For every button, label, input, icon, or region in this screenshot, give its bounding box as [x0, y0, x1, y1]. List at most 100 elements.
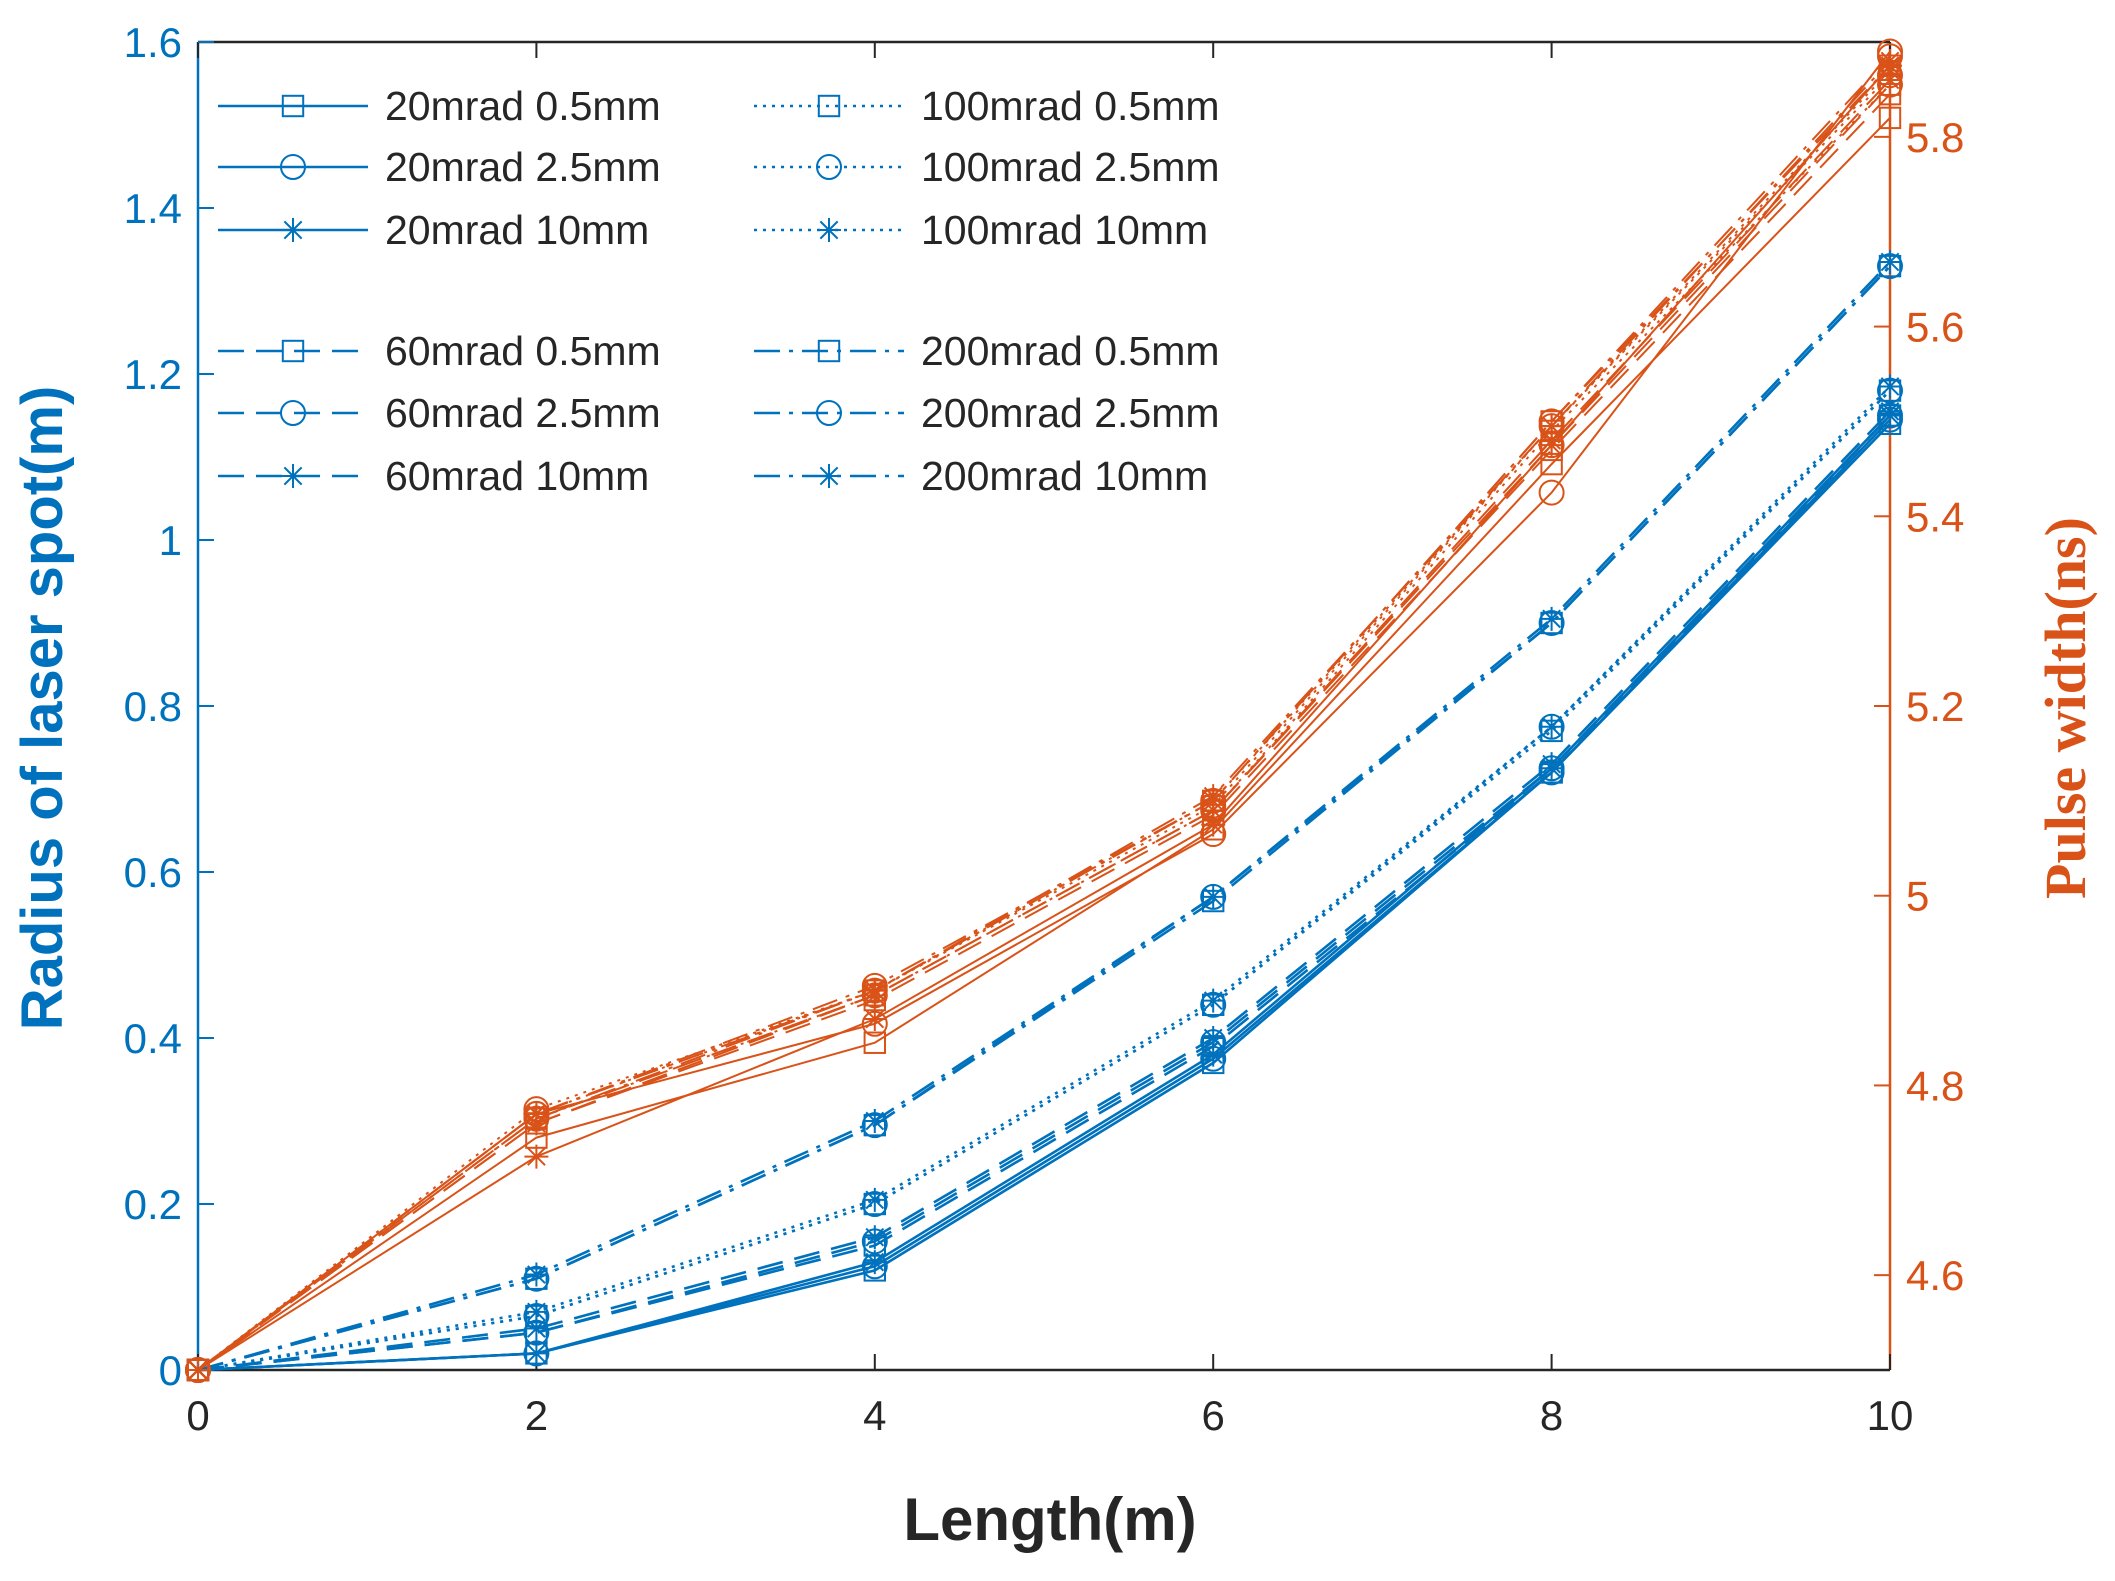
legend-label: 200mrad 2.5mm — [921, 390, 1220, 436]
x-tick-label: 6 — [1202, 1392, 1225, 1439]
legend-marker — [281, 218, 305, 242]
legend-label: 60mrad 0.5mm — [385, 328, 661, 374]
legend: 20mrad 0.5mm 20mrad 2.5mm 20mrad 10mm 100mr… — [218, 83, 1220, 499]
data-point-marker — [1878, 399, 1902, 424]
data-point-marker — [524, 1144, 549, 1169]
left-y-tick-label: 1.2 — [124, 351, 182, 398]
left-y-tick-label: 0.2 — [124, 1181, 182, 1228]
legend-label: 200mrad 0.5mm — [921, 328, 1220, 374]
legend-label: 60mrad 10mm — [385, 453, 649, 499]
left-y-tick-label: 0 — [159, 1347, 182, 1394]
series-line — [197, 261, 1891, 1372]
data-point-marker — [524, 1262, 549, 1287]
series-line — [197, 65, 1891, 1371]
data-point-marker — [1539, 714, 1564, 739]
legend-entry: 100mrad 0.5mm — [754, 83, 1220, 129]
right-y-tick-label: 5 — [1906, 873, 1929, 920]
data-point-marker — [1201, 784, 1226, 809]
series-radius-8 — [186, 399, 1902, 1382]
data-point-marker — [1201, 1026, 1226, 1050]
legend-entry: 20mrad 10mm — [218, 207, 649, 253]
legend-marker — [816, 154, 842, 180]
data-point-marker — [1539, 428, 1564, 453]
series-line — [197, 410, 1891, 1372]
legend-entry: 100mrad 10mm — [754, 207, 1208, 253]
data-point-marker — [862, 1109, 887, 1133]
data-point-marker — [1539, 606, 1564, 631]
legend-label: 100mrad 0.5mm — [921, 83, 1220, 129]
legend-marker — [817, 464, 841, 488]
series-line — [197, 265, 1891, 1372]
series-group — [185, 38, 1903, 1383]
legend-entry: 100mrad 2.5mm — [754, 144, 1220, 190]
legend-marker — [280, 400, 306, 426]
legend-label: 100mrad 2.5mm — [921, 144, 1220, 190]
x-tick-label: 0 — [186, 1392, 209, 1439]
x-tick-label: 4 — [863, 1392, 886, 1439]
legend-label: 20mrad 10mm — [385, 207, 649, 253]
left-y-tick-label: 1.6 — [124, 19, 182, 66]
series-radius-4 — [185, 377, 1903, 1383]
legend-marker — [817, 339, 841, 363]
x-axis-title: Length(m) — [903, 1486, 1196, 1553]
series-line — [197, 422, 1891, 1372]
data-point-marker — [1201, 988, 1226, 1013]
legend-marker — [281, 464, 305, 488]
legend-marker — [816, 400, 842, 426]
right-y-tick-label: 5.2 — [1906, 683, 1964, 730]
x-tick-label: 2 — [525, 1392, 548, 1439]
left-y-tick-label: 0.4 — [124, 1015, 182, 1062]
left-y-tick-label: 0.6 — [124, 849, 182, 896]
series-radius-0 — [186, 412, 1902, 1382]
series-line — [197, 389, 1891, 1372]
x-tick-label: 10 — [1867, 1392, 1914, 1439]
legend-label: 200mrad 10mm — [921, 453, 1208, 499]
legend-entry: 60mrad 2.5mm — [218, 390, 661, 436]
data-point-marker — [524, 1341, 549, 1366]
data-point-marker — [1878, 249, 1902, 274]
legend-marker — [817, 94, 841, 118]
series-radius-3 — [186, 379, 1902, 1382]
data-point-marker — [1539, 414, 1564, 439]
data-point-marker — [524, 1316, 549, 1341]
data-point-marker — [863, 1031, 886, 1054]
legend-label: 20mrad 2.5mm — [385, 144, 661, 190]
series-line — [197, 55, 1891, 1371]
left-y-tick-label: 1.4 — [124, 185, 182, 232]
right-y-tick-label: 4.6 — [1906, 1252, 1964, 1299]
series-line — [197, 65, 1891, 1371]
data-point-marker — [524, 1299, 549, 1324]
data-point-marker — [1878, 67, 1902, 92]
data-point-marker — [1539, 752, 1564, 777]
series-line — [197, 69, 1891, 1371]
series-line — [197, 414, 1891, 1372]
right-y-tick-label: 5.4 — [1906, 493, 1964, 540]
data-point-marker — [1878, 106, 1902, 130]
legend-label: 100mrad 10mm — [921, 207, 1208, 253]
data-point-marker — [1878, 48, 1902, 73]
right-y-tick-label: 4.8 — [1906, 1062, 1964, 1109]
data-point-marker — [862, 1250, 887, 1275]
legend-marker — [817, 218, 841, 242]
axes: 0 2 4 6 8 10 0 0.2 0.4 0.6 0.8 1 1.2 1.4 1.6 4.6 4.8 5 5.2… — [124, 19, 1965, 1439]
legend-marker — [280, 154, 306, 180]
legend-entry: 20mrad 2.5mm — [218, 144, 661, 190]
legend-label: 20mrad 0.5mm — [385, 83, 661, 129]
data-point-marker — [862, 1187, 887, 1212]
series-pulse-19 — [185, 71, 1903, 1383]
data-point-marker — [1201, 884, 1226, 909]
left-y-tick-label: 1 — [159, 517, 182, 564]
series-line — [197, 74, 1891, 1371]
legend-label: 60mrad 2.5mm — [385, 390, 661, 436]
data-point-marker — [862, 1225, 887, 1250]
series-pulse-21 — [186, 54, 1902, 1382]
legend-entry: 60mrad 0.5mm — [218, 328, 661, 374]
data-point-marker — [1878, 374, 1902, 399]
legend-marker — [281, 339, 305, 363]
legend-entry: 60mrad 10mm — [218, 453, 649, 499]
left-y-tick-label: 0.8 — [124, 683, 182, 730]
series-line — [197, 117, 1891, 1371]
left-y-axis-title: Radius of laser spot(m) — [10, 386, 75, 1031]
series-line — [197, 389, 1891, 1372]
